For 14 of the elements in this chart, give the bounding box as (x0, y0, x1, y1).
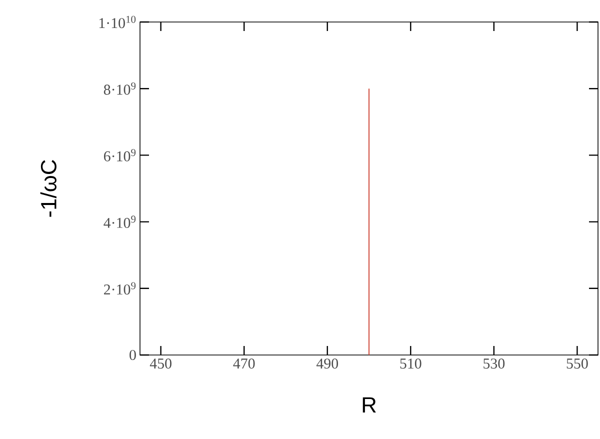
x-tick-label: 450 (150, 358, 172, 369)
y-tick-label: 4·10$^{9}$ (104, 216, 136, 228)
y-tick-label: 8·10$^{9}$ (104, 82, 136, 95)
x-tick-label: 550 (566, 358, 588, 369)
y-axis-title: -1/ωC (40, 160, 56, 217)
y-tick-label: 6·10$^{9}$ (104, 149, 136, 162)
x-tick-label: 510 (400, 358, 422, 369)
x-tick-label: 490 (316, 358, 338, 369)
y-tick-label: 0 (130, 350, 136, 360)
y-tick-label: 1·10$^{10}$ (99, 16, 136, 28)
x-tick-label: 530 (484, 358, 505, 369)
x-axis-title: R (362, 397, 376, 412)
x-tick-label: 470 (233, 358, 255, 369)
y-tick-label: 2·10$^{9}$ (104, 282, 136, 295)
